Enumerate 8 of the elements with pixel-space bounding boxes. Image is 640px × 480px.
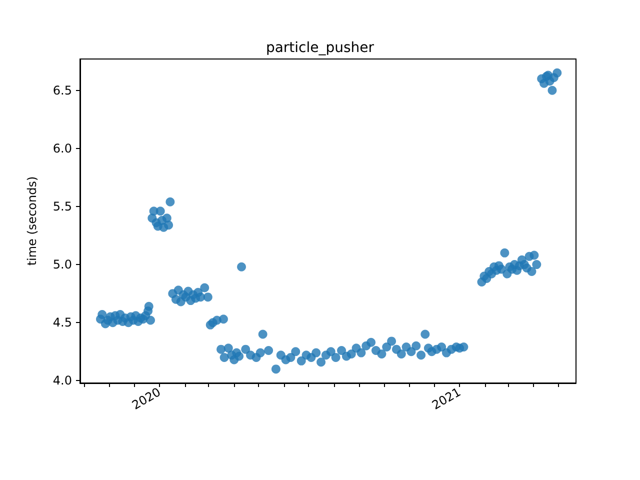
y-tick-label: 6.5 — [52, 83, 72, 98]
y-tick-label: 4.5 — [52, 316, 72, 330]
chart-title: particle_pusher — [266, 40, 374, 56]
y-tick-label: 6.0 — [52, 141, 72, 156]
y-tick-label: 5.5 — [52, 199, 72, 214]
y-tick-label: 5.0 — [52, 258, 72, 272]
y-tick-label: 4.0 — [52, 374, 72, 388]
y-axis-title: time (seconds) — [25, 176, 39, 266]
